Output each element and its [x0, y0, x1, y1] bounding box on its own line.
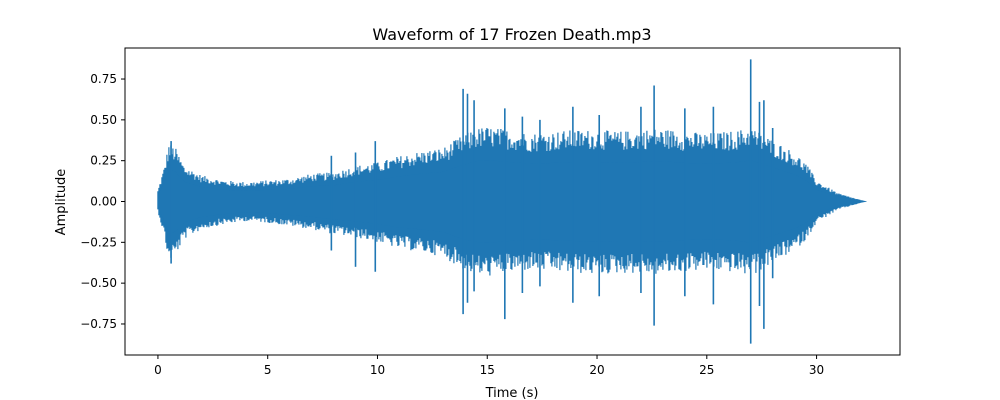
x-axis-label: Time (s) — [485, 386, 539, 400]
x-tick-label: 10 — [370, 363, 385, 377]
x-tick-label: 5 — [264, 363, 272, 377]
y-tick-label: 0.50 — [90, 113, 117, 127]
plot-frame — [124, 47, 901, 356]
waveform-core — [157, 160, 868, 243]
x-axis-ticks: 0 5 10 15 20 25 30 — [154, 355, 824, 377]
y-tick-label: −0.25 — [80, 235, 117, 249]
y-axis-ticks: −0.75 −0.50 −0.25 0.00 0.25 0.50 0.75 — [80, 72, 125, 331]
y-tick-label: 0.25 — [90, 154, 117, 168]
x-tick-label: 20 — [589, 363, 604, 377]
x-tick-label: 15 — [480, 363, 495, 377]
x-tick-label: 30 — [809, 363, 824, 377]
y-tick-label: 0.75 — [90, 72, 117, 86]
y-tick-label: 0.00 — [90, 195, 117, 209]
plot-area — [157, 59, 868, 344]
chart-title: Waveform of 17 Frozen Death.mp3 — [372, 25, 651, 44]
y-tick-label: −0.50 — [80, 276, 117, 290]
x-tick-label: 0 — [154, 363, 162, 377]
y-tick-label: −0.75 — [80, 317, 117, 331]
x-tick-label: 25 — [699, 363, 714, 377]
y-axis-label: Amplitude — [54, 169, 69, 236]
